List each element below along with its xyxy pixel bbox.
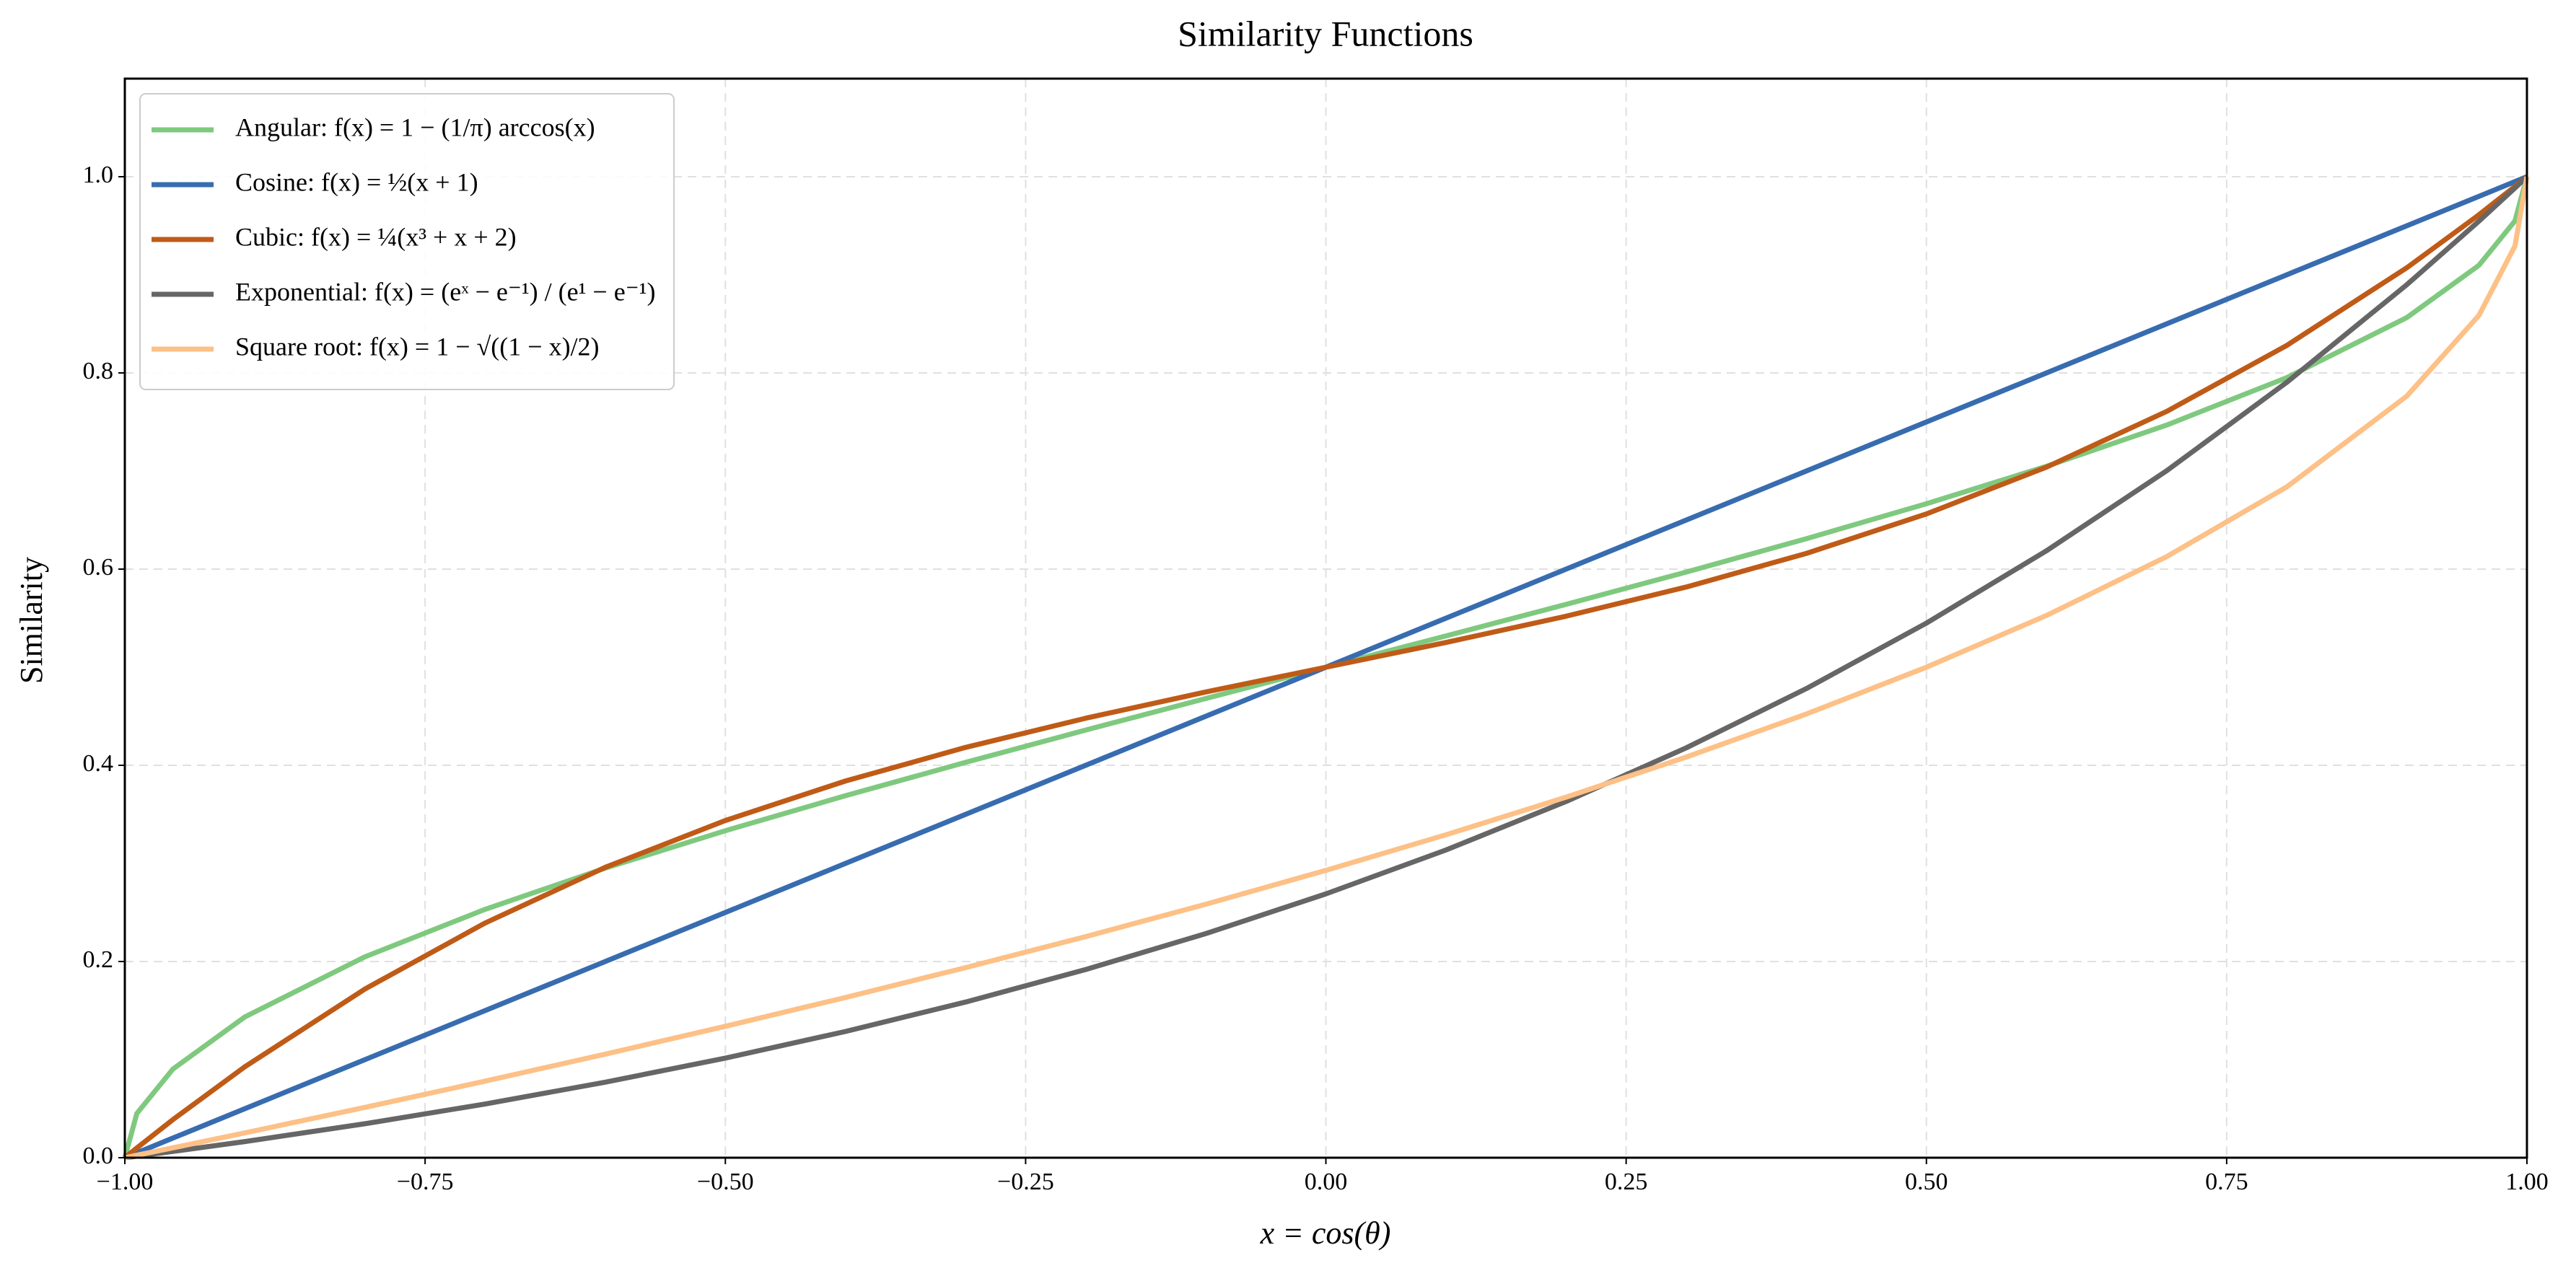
series-line <box>124 176 2530 1161</box>
y-tick-label: 0.4 <box>83 750 114 777</box>
legend-label: Cubic: f(x) = ¼(x³ + x + 2) <box>235 222 517 251</box>
chart-title: Similarity Functions <box>1178 13 1473 53</box>
legend-box <box>139 93 675 390</box>
y-axis-label: Similarity <box>14 557 49 684</box>
x-tick-label: 0.75 <box>2205 1169 2248 1195</box>
y-tick-label: 0.8 <box>83 358 114 384</box>
series-line <box>123 175 2529 1160</box>
axes: −1.00 −0.75 −0.50 −0.25 0.00 0.25 0.50 0.75 1.00… <box>83 162 2549 1195</box>
x-tick-label: 0.00 <box>1305 1169 1348 1195</box>
x-tick-label: −0.75 <box>397 1169 454 1195</box>
y-tick-label: 0.6 <box>83 554 114 581</box>
x-tick-label: 0.25 <box>1605 1169 1648 1195</box>
x-axis-label: x = cos(θ) <box>1260 1215 1391 1251</box>
series-line <box>124 175 2529 1161</box>
lines <box>122 174 2530 1161</box>
x-tick-label: 1.00 <box>2505 1169 2549 1195</box>
legend-label: Exponential: f(x) = (eˣ − e⁻¹) / (e¹ − e… <box>235 277 656 306</box>
y-tick-label: 1.0 <box>83 162 114 188</box>
x-tick-label: −0.25 <box>997 1169 1054 1195</box>
y-tick-label: 0.0 <box>83 1143 114 1169</box>
x-tick-label: −1.00 <box>97 1169 154 1195</box>
y-tick-label: 0.2 <box>83 946 114 973</box>
legend-label: Square root: f(x) = 1 − √((1 − x)/2) <box>235 332 600 361</box>
legend-label: Angular: f(x) = 1 − (1/π) arccos(x) <box>235 113 595 141</box>
x-tick-label: 0.50 <box>1905 1169 1948 1195</box>
x-tick-label: −0.50 <box>697 1169 754 1195</box>
legend: Angular: f(x) = 1 − (1/π) arccos(x) Cosin… <box>139 93 675 390</box>
legend-label: Cosine: f(x) = ½(x + 1) <box>235 167 478 196</box>
